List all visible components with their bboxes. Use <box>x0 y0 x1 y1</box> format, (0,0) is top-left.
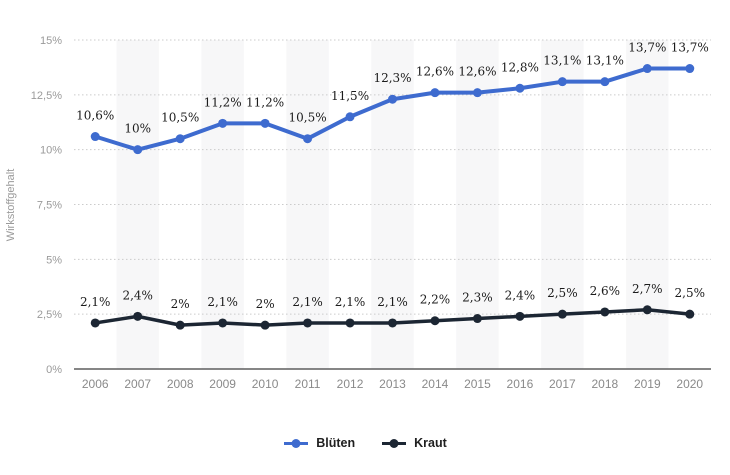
y-axis-title: Wirkstoffgehalt <box>5 169 17 242</box>
alt-year-band <box>286 40 329 369</box>
data-point-blueten[interactable] <box>515 83 525 93</box>
data-point-blueten[interactable] <box>218 118 228 128</box>
data-point-blueten[interactable] <box>175 134 185 144</box>
data-labels: 10,6% 10% 10,5% 11,2% 11,2% 10,5% 11,5% 12,3% 12… <box>76 41 709 312</box>
legend-item-kraut[interactable]: Kraut <box>381 436 447 450</box>
data-label-kraut: 2,1% <box>80 295 111 309</box>
data-point-blueten[interactable] <box>388 94 397 104</box>
data-label-kraut: 2,4% <box>505 288 536 302</box>
kraut-legend-marker <box>382 438 407 448</box>
data-point-kraut[interactable] <box>388 318 397 328</box>
y-tick-label: 5% <box>46 254 62 266</box>
x-tick-label: 2010 <box>252 377 279 391</box>
data-label-blueten: 11,2% <box>204 95 242 109</box>
y-tick-label: 10% <box>40 145 62 157</box>
data-label-kraut: 2% <box>256 297 275 311</box>
data-point-kraut[interactable] <box>472 314 482 324</box>
x-tick-label: 2016 <box>507 377 534 391</box>
data-point-blueten[interactable] <box>600 77 610 87</box>
data-point-kraut[interactable] <box>303 318 313 328</box>
data-point-kraut[interactable] <box>133 311 143 321</box>
data-label-blueten: 13,7% <box>628 41 666 55</box>
data-label-kraut: 2,5% <box>547 286 578 300</box>
y-tick-label: 2,5% <box>37 309 62 321</box>
data-label-blueten: 12,6% <box>416 65 454 79</box>
data-label-kraut: 2,6% <box>590 284 621 298</box>
data-point-kraut[interactable] <box>260 320 270 330</box>
data-label-blueten: 13,1% <box>543 54 581 68</box>
data-label-kraut: 2,1% <box>335 295 366 309</box>
x-tick-label: 2015 <box>464 377 491 391</box>
data-point-blueten[interactable] <box>642 64 652 74</box>
x-tick-label: 2013 <box>379 377 406 391</box>
data-label-blueten: 10,5% <box>161 111 199 125</box>
blueten-legend-marker <box>284 438 309 448</box>
x-tick-label: 2009 <box>209 377 236 391</box>
x-tick-label: 2007 <box>124 377 151 391</box>
data-label-blueten: 11,2% <box>246 95 284 109</box>
data-point-blueten[interactable] <box>260 118 270 128</box>
data-label-blueten: 10,6% <box>76 109 114 123</box>
data-point-blueten[interactable] <box>430 88 440 98</box>
data-label-kraut: 2,5% <box>675 286 706 300</box>
legend-label-blueten: Blüten <box>316 436 356 450</box>
data-label-blueten: 10% <box>124 122 151 136</box>
x-tick-label: 2018 <box>591 377 618 391</box>
data-label-blueten: 12,3% <box>373 71 411 85</box>
data-point-kraut[interactable] <box>642 305 652 315</box>
x-axis-tick-labels: 2006 2007 2008 2009 2010 2011 2012 2013 2014 2015… <box>82 377 704 391</box>
data-label-kraut: 2,4% <box>122 288 153 302</box>
y-tick-label: 12,5% <box>31 90 62 102</box>
data-point-blueten[interactable] <box>90 132 100 142</box>
y-tick-label: 7,5% <box>37 200 62 212</box>
data-label-blueten: 13,1% <box>586 54 624 68</box>
data-point-kraut[interactable] <box>218 318 228 328</box>
x-tick-label: 2020 <box>676 377 703 391</box>
y-tick-label: 15% <box>40 35 62 47</box>
x-tick-label: 2017 <box>549 377 576 391</box>
data-point-blueten[interactable] <box>303 134 313 144</box>
x-tick-label: 2006 <box>82 377 109 391</box>
data-label-kraut: 2,2% <box>420 293 451 307</box>
data-point-blueten[interactable] <box>685 64 695 74</box>
data-point-kraut[interactable] <box>685 309 695 319</box>
data-label-blueten: 11,5% <box>331 89 369 103</box>
data-point-blueten[interactable] <box>345 112 355 122</box>
x-tick-label: 2014 <box>422 377 449 391</box>
x-tick-label: 2011 <box>295 377 321 391</box>
data-label-blueten: 12,8% <box>501 60 539 74</box>
data-point-kraut[interactable] <box>175 320 185 330</box>
line-chart: Wirkstoffgehalt 0%2,5%5%7,5%10%12,5%15% … <box>5 35 711 391</box>
y-tick-label: 0% <box>46 364 62 376</box>
data-label-kraut: 2,3% <box>462 291 493 305</box>
legend-label-kraut: Kraut <box>414 436 447 450</box>
data-point-blueten[interactable] <box>472 88 482 98</box>
data-point-blueten[interactable] <box>557 77 567 87</box>
data-point-kraut[interactable] <box>430 316 440 326</box>
data-label-kraut: 2,7% <box>632 282 663 296</box>
legend-item-blueten[interactable]: Blüten <box>283 436 355 450</box>
data-label-blueten: 12,6% <box>458 65 496 79</box>
data-point-kraut[interactable] <box>600 307 610 317</box>
data-label-kraut: 2,1% <box>377 295 408 309</box>
y-axis-tick-labels: 0% 2,5% 5% 7,5% 10% 12,5% 15% <box>31 35 62 376</box>
data-label-kraut: 2% <box>171 297 190 311</box>
data-label-kraut: 2,1% <box>207 295 238 309</box>
data-point-kraut[interactable] <box>90 318 100 328</box>
data-point-kraut[interactable] <box>345 318 355 328</box>
data-point-blueten[interactable] <box>133 145 143 155</box>
series-points <box>90 64 695 330</box>
data-point-kraut[interactable] <box>515 311 525 321</box>
data-point-kraut[interactable] <box>557 309 567 319</box>
legend: Blüten Kraut <box>0 436 730 450</box>
x-tick-label: 2019 <box>634 377 661 391</box>
data-label-kraut: 2,1% <box>292 295 323 309</box>
data-label-blueten: 13,7% <box>671 41 709 55</box>
x-tick-label: 2008 <box>167 377 194 391</box>
x-tick-label: 2012 <box>337 377 364 391</box>
data-label-blueten: 10,5% <box>289 111 327 125</box>
